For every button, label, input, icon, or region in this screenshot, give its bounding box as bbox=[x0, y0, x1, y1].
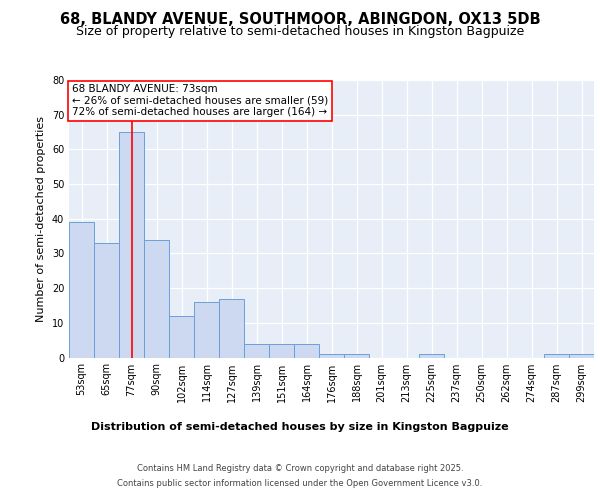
Bar bbox=[294, 344, 319, 357]
Bar bbox=[94, 243, 119, 358]
Text: Contains HM Land Registry data © Crown copyright and database right 2025.: Contains HM Land Registry data © Crown c… bbox=[137, 464, 463, 473]
Bar bbox=[219, 298, 244, 358]
Bar bbox=[69, 222, 94, 358]
Text: Distribution of semi-detached houses by size in Kingston Bagpuize: Distribution of semi-detached houses by … bbox=[91, 422, 509, 432]
Bar bbox=[244, 344, 269, 357]
Bar bbox=[119, 132, 144, 358]
Bar bbox=[144, 240, 169, 358]
Bar bbox=[194, 302, 219, 358]
Bar bbox=[269, 344, 294, 357]
Bar bbox=[569, 354, 594, 358]
Text: 68, BLANDY AVENUE, SOUTHMOOR, ABINGDON, OX13 5DB: 68, BLANDY AVENUE, SOUTHMOOR, ABINGDON, … bbox=[59, 12, 541, 28]
Y-axis label: Number of semi-detached properties: Number of semi-detached properties bbox=[36, 116, 46, 322]
Text: Contains public sector information licensed under the Open Government Licence v3: Contains public sector information licen… bbox=[118, 479, 482, 488]
Text: Size of property relative to semi-detached houses in Kingston Bagpuize: Size of property relative to semi-detach… bbox=[76, 25, 524, 38]
Bar bbox=[419, 354, 444, 358]
Bar bbox=[169, 316, 194, 358]
Text: 68 BLANDY AVENUE: 73sqm
← 26% of semi-detached houses are smaller (59)
72% of se: 68 BLANDY AVENUE: 73sqm ← 26% of semi-de… bbox=[71, 84, 328, 117]
Bar bbox=[544, 354, 569, 358]
Bar bbox=[319, 354, 344, 358]
Bar bbox=[344, 354, 369, 358]
